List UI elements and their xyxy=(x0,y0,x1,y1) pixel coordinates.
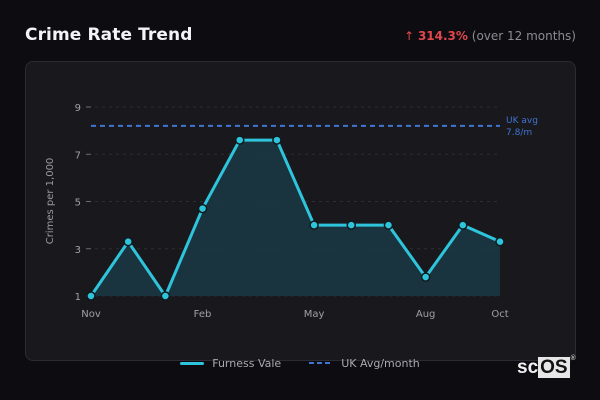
dashed-line-swatch-icon xyxy=(309,362,334,364)
x-tick-label: May xyxy=(304,309,325,320)
y-tick-label: 7 xyxy=(75,150,81,161)
data-point[interactable] xyxy=(383,220,394,230)
change-indicator: ↑ 314.3% (over 12 months) xyxy=(404,29,576,43)
data-point[interactable] xyxy=(309,220,319,230)
data-points xyxy=(86,135,505,301)
x-tick-label: Aug xyxy=(416,309,436,320)
data-point[interactable] xyxy=(123,236,133,247)
arrow-up-icon: ↑ xyxy=(404,29,415,43)
change-percent: 314.3% xyxy=(417,29,468,43)
data-point[interactable] xyxy=(272,135,282,145)
x-tick-label: Feb xyxy=(194,309,212,320)
legend: Furness Vale UK Avg/month xyxy=(0,354,600,372)
x-tick-label: Nov xyxy=(81,309,101,320)
x-axis-ticks: Nov Feb May Aug Oct xyxy=(81,309,508,320)
data-point[interactable] xyxy=(197,203,208,214)
data-point[interactable] xyxy=(495,236,505,247)
legend-label: Furness Vale xyxy=(212,356,282,370)
series-line xyxy=(89,138,501,298)
x-tick-label: Oct xyxy=(491,309,508,320)
series-area xyxy=(91,140,500,296)
legend-item-furness-vale[interactable]: Furness Vale xyxy=(180,354,281,372)
scos-logo: sc OS ® xyxy=(517,354,576,378)
data-point[interactable] xyxy=(160,291,171,301)
y-axis-ticks: 1 3 5 7 9 xyxy=(75,103,91,303)
data-point[interactable] xyxy=(420,272,431,282)
y-tick-label: 5 xyxy=(75,198,81,209)
data-point[interactable] xyxy=(346,220,357,230)
y-tick-label: 1 xyxy=(75,292,81,303)
change-period: (over 12 months) xyxy=(471,29,576,43)
data-point[interactable] xyxy=(234,135,245,145)
legend-label: UK Avg/month xyxy=(341,356,420,370)
uk-avg-annotation-line2: 7.8/m xyxy=(506,128,532,138)
y-tick-label: 3 xyxy=(75,245,81,256)
data-point[interactable] xyxy=(458,220,468,230)
page-title: Crime Rate Trend xyxy=(25,25,193,45)
y-tick-label: 9 xyxy=(75,103,81,114)
legend-item-uk-avg[interactable]: UK Avg/month xyxy=(309,354,420,372)
data-point[interactable] xyxy=(86,291,96,301)
solid-line-swatch-icon xyxy=(180,361,205,365)
uk-avg-annotation-line1: UK avg xyxy=(506,116,538,126)
y-axis-label: Crimes per 1,000 xyxy=(45,158,56,245)
